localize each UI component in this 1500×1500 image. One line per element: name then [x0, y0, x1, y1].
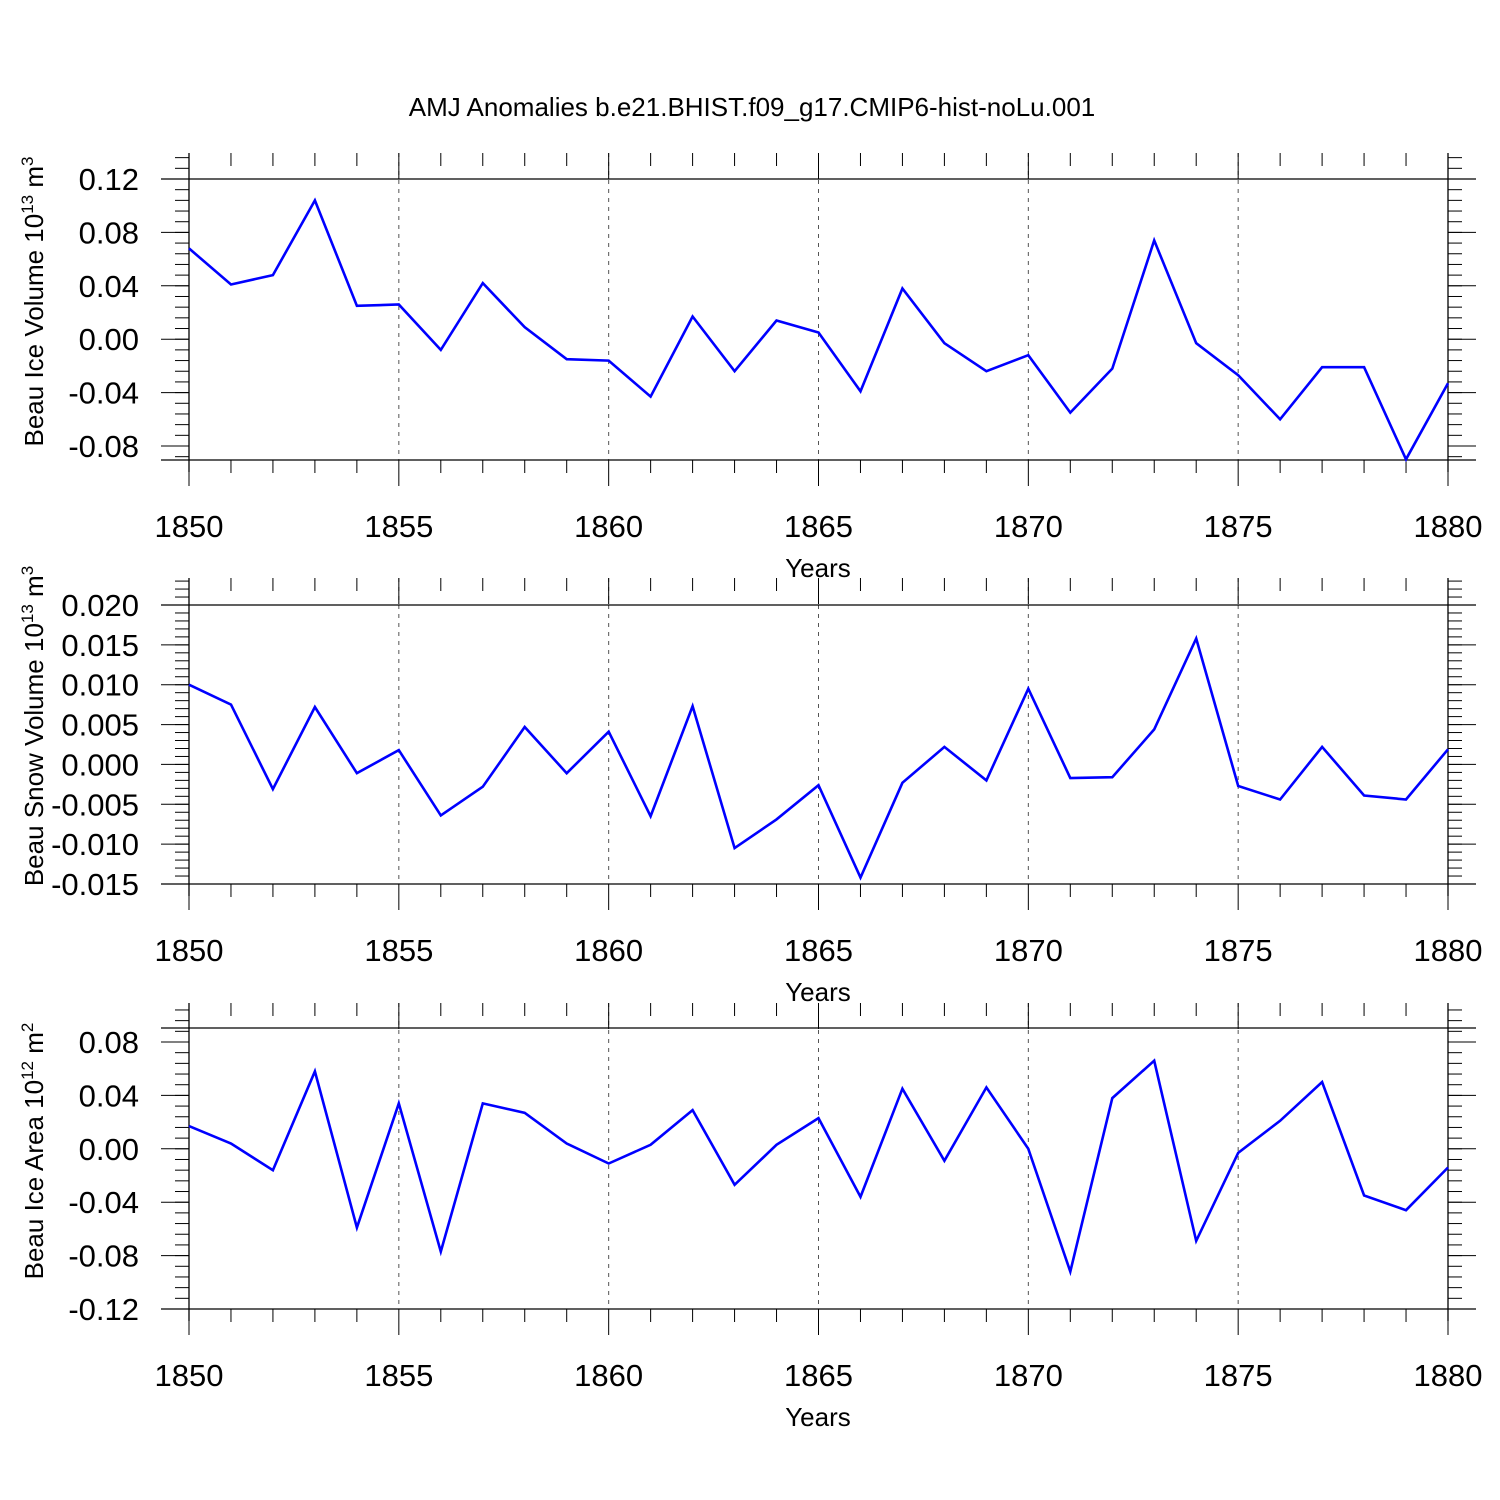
- x-tick-label: 1875: [1204, 509, 1273, 544]
- y-tick-label: -0.015: [51, 867, 139, 902]
- panel-1: 0.12 0.08 0.04 0.00 -0.04 -0.08 1850 1855 1860 18…: [18, 153, 1482, 583]
- y-tick-label: 0.015: [61, 628, 139, 663]
- x-tick-label: 1880: [1414, 1358, 1483, 1393]
- x-tick-label: 1850: [155, 933, 224, 968]
- x-axis-label: Years: [785, 977, 851, 1007]
- series-line-beau-ice-volume: [188, 197, 1450, 463]
- x-tick-label: 1855: [364, 509, 433, 544]
- y-tick-label: -0.04: [68, 376, 139, 411]
- x-tick-label: 1875: [1204, 1358, 1273, 1393]
- y-tick-label: -0.08: [68, 429, 139, 464]
- y-tick-label: 0.005: [61, 708, 139, 743]
- x-tick-label: 1880: [1414, 933, 1483, 968]
- x-tick-label: 1870: [994, 933, 1063, 968]
- x-axis-label: Years: [785, 1402, 851, 1432]
- y-tick-label: 0.010: [61, 668, 139, 703]
- y-axis-label: Beau Snow Volume 1013 m3: [18, 566, 49, 886]
- x-tick-label: 1860: [574, 509, 643, 544]
- y-tick-label: 0.00: [79, 322, 139, 357]
- y-tick-label: 0.08: [79, 215, 139, 250]
- series-line-beau-snow-volume: [188, 634, 1449, 881]
- panel-2: 0.020 0.015 0.010 0.005 0.000 -0.005 -0.010 -0.…: [18, 566, 1482, 1007]
- y-tick-label: -0.010: [51, 827, 139, 862]
- y-tick-label: 0.04: [79, 1078, 139, 1113]
- y-axis-label: Beau Ice Volume 1013 m3: [18, 157, 49, 447]
- y-tick-label: 0.04: [79, 269, 139, 304]
- x-tick-label: 1875: [1204, 933, 1273, 968]
- y-tick-label: 0.12: [79, 162, 139, 197]
- x-tick-label: 1870: [994, 1358, 1063, 1393]
- y-tick-label: -0.12: [68, 1292, 139, 1327]
- x-tick-label: 1850: [155, 1358, 224, 1393]
- y-tick-label: 0.000: [61, 747, 139, 782]
- x-tick-label: 1865: [784, 1358, 853, 1393]
- panel-3: 0.08 0.04 0.00 -0.04 -0.08 -0.12 1850 1855 1860 1…: [18, 1003, 1482, 1432]
- x-tick-label: 1855: [364, 1358, 433, 1393]
- x-tick-label: 1870: [994, 509, 1063, 544]
- x-tick-label: 1860: [574, 933, 643, 968]
- x-tick-label: 1860: [574, 1358, 643, 1393]
- x-tick-label: 1865: [784, 933, 853, 968]
- y-tick-label: 0.00: [79, 1132, 139, 1167]
- y-tick-label: 0.08: [79, 1025, 139, 1060]
- x-tick-label: 1880: [1414, 509, 1483, 544]
- y-tick-label: -0.005: [51, 787, 139, 822]
- y-tick-label: -0.08: [68, 1239, 139, 1274]
- x-tick-label: 1865: [784, 509, 853, 544]
- chart-title: AMJ Anomalies b.e21.BHIST.f09_g17.CMIP6-…: [409, 92, 1096, 122]
- y-axis-label: Beau Ice Area 1012 m2: [18, 1023, 49, 1280]
- x-tick-label: 1850: [155, 509, 224, 544]
- x-tick-label: 1855: [364, 933, 433, 968]
- y-tick-label: -0.04: [68, 1185, 139, 1220]
- y-tick-label: 0.020: [61, 588, 139, 623]
